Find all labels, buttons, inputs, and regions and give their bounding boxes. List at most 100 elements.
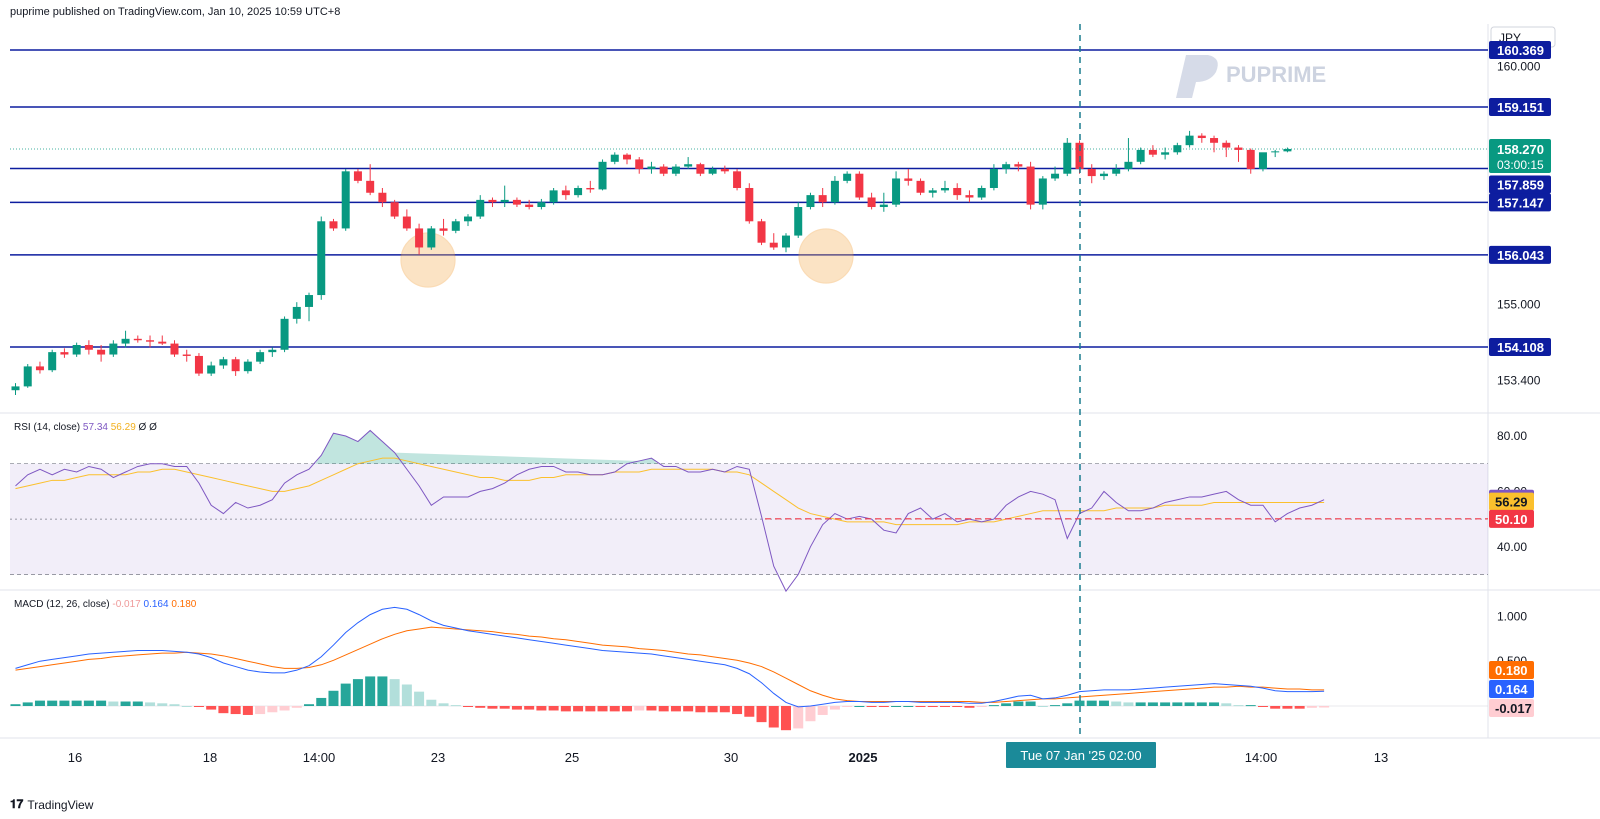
- candle[interactable]: [1051, 173, 1060, 179]
- candle[interactable]: [659, 166, 668, 174]
- candle[interactable]: [1087, 168, 1096, 177]
- candle[interactable]: [402, 216, 411, 229]
- candle[interactable]: [733, 171, 742, 188]
- candle[interactable]: [696, 164, 705, 174]
- candle[interactable]: [953, 187, 962, 196]
- candle[interactable]: [892, 178, 901, 205]
- candle[interactable]: [843, 173, 852, 181]
- candle[interactable]: [11, 386, 20, 391]
- candle[interactable]: [1258, 152, 1267, 169]
- candle[interactable]: [500, 199, 509, 203]
- candle[interactable]: [415, 228, 424, 248]
- candle[interactable]: [598, 161, 607, 190]
- candle[interactable]: [1234, 147, 1243, 150]
- candle[interactable]: [1148, 149, 1157, 155]
- candle[interactable]: [231, 359, 240, 372]
- candle[interactable]: [586, 187, 595, 190]
- candle[interactable]: [708, 168, 717, 174]
- candle[interactable]: [280, 318, 289, 350]
- candle[interactable]: [390, 202, 399, 217]
- candle[interactable]: [366, 180, 375, 193]
- candle[interactable]: [268, 349, 277, 353]
- candle[interactable]: [1099, 173, 1108, 177]
- candle[interactable]: [72, 345, 81, 355]
- candle[interactable]: [525, 204, 534, 208]
- candle[interactable]: [292, 306, 301, 319]
- candle[interactable]: [256, 352, 265, 362]
- candle[interactable]: [830, 180, 839, 203]
- candle[interactable]: [1002, 164, 1011, 169]
- candle[interactable]: [855, 173, 864, 198]
- candle[interactable]: [1161, 152, 1170, 155]
- candle[interactable]: [451, 221, 460, 231]
- candle[interactable]: [549, 190, 558, 203]
- candle[interactable]: [158, 341, 167, 344]
- candle[interactable]: [1197, 135, 1206, 139]
- candle[interactable]: [109, 343, 118, 355]
- candle[interactable]: [806, 195, 815, 208]
- candle[interactable]: [781, 235, 790, 248]
- candle[interactable]: [720, 168, 729, 172]
- candle[interactable]: [1136, 149, 1145, 162]
- candle[interactable]: [97, 349, 106, 355]
- candle[interactable]: [1210, 138, 1219, 143]
- candle[interactable]: [317, 221, 326, 296]
- candle[interactable]: [867, 197, 876, 208]
- candle[interactable]: [243, 361, 252, 372]
- candle[interactable]: [23, 366, 32, 387]
- candle[interactable]: [1014, 164, 1023, 167]
- candle[interactable]: [146, 340, 155, 342]
- candle[interactable]: [928, 190, 937, 193]
- candle[interactable]: [940, 187, 949, 191]
- candle[interactable]: [512, 199, 521, 205]
- candle[interactable]: [977, 187, 986, 198]
- candle[interactable]: [35, 366, 44, 371]
- candle[interactable]: [904, 178, 913, 181]
- macd-legend[interactable]: MACD (12, 26, close) -0.017 0.164 0.180: [14, 599, 196, 610]
- candle[interactable]: [305, 295, 314, 307]
- rsi-legend[interactable]: RSI (14, close) 57.34 56.29 Ø Ø: [14, 422, 157, 433]
- candle[interactable]: [1063, 142, 1072, 174]
- candle[interactable]: [647, 166, 656, 169]
- candle[interactable]: [623, 154, 631, 160]
- macd-signal-line[interactable]: [15, 626, 1325, 703]
- candle[interactable]: [1112, 168, 1121, 174]
- candle[interactable]: [574, 187, 583, 196]
- candle[interactable]: [610, 154, 619, 162]
- candle[interactable]: [329, 221, 338, 229]
- candle[interactable]: [989, 168, 998, 188]
- candle[interactable]: [965, 195, 974, 198]
- candle[interactable]: [1173, 145, 1182, 153]
- candle[interactable]: [1283, 148, 1292, 152]
- candle[interactable]: [84, 345, 93, 350]
- candle[interactable]: [48, 352, 57, 371]
- candle[interactable]: [916, 180, 925, 193]
- candle[interactable]: [1075, 142, 1084, 169]
- rsi-ma-line[interactable]: [15, 457, 1325, 526]
- macd-line[interactable]: [15, 606, 1325, 708]
- candle[interactable]: [121, 338, 130, 344]
- candle[interactable]: [635, 159, 644, 169]
- candle[interactable]: [1038, 178, 1047, 205]
- candle[interactable]: [194, 355, 203, 374]
- candle[interactable]: [684, 164, 693, 167]
- candle[interactable]: [219, 359, 228, 366]
- candle[interactable]: [1026, 166, 1035, 205]
- candle[interactable]: [671, 166, 680, 174]
- candle[interactable]: [60, 352, 69, 355]
- candle[interactable]: [1222, 142, 1231, 148]
- candle[interactable]: [182, 354, 191, 356]
- candle[interactable]: [439, 228, 448, 231]
- candle[interactable]: [1246, 149, 1255, 169]
- candle[interactable]: [1124, 161, 1133, 169]
- candle[interactable]: [794, 207, 803, 236]
- candle[interactable]: [464, 216, 473, 222]
- candle[interactable]: [378, 192, 387, 203]
- candle[interactable]: [757, 221, 766, 243]
- candle[interactable]: [353, 171, 362, 181]
- candle[interactable]: [537, 202, 546, 208]
- candle[interactable]: [133, 338, 142, 341]
- candle[interactable]: [561, 190, 570, 196]
- candle[interactable]: [745, 187, 754, 222]
